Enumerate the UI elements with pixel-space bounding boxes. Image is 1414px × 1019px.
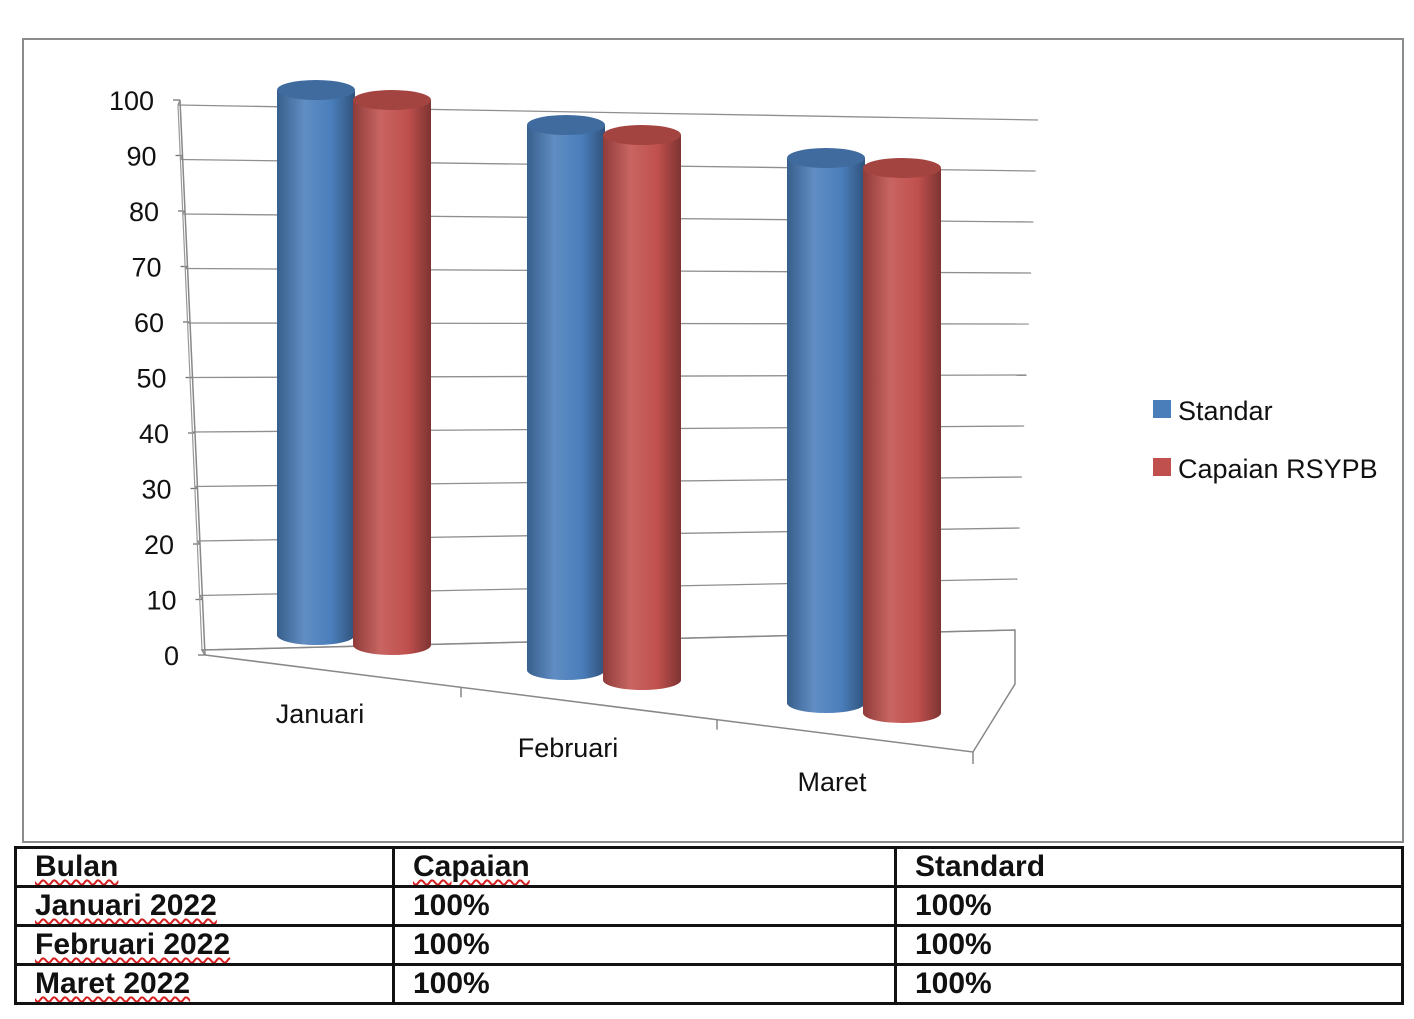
bar-body [353, 100, 431, 655]
y-tick-label: 60 [134, 308, 164, 338]
bar-top [603, 125, 681, 145]
bar-top [527, 115, 605, 135]
y-tick-label: 50 [136, 364, 166, 394]
y-tick-label: 70 [131, 253, 161, 283]
bar-top [353, 90, 431, 110]
bar-body [863, 168, 941, 723]
y-tick-label: 10 [146, 586, 176, 616]
y-tick-label: 30 [141, 475, 171, 505]
table-row: Maret 2022 100% 100% [14, 963, 1404, 1005]
table-cell: 100% [392, 885, 897, 927]
table-cell: Februari 2022 [14, 924, 395, 966]
legend-label: Standar [1178, 396, 1273, 426]
chart-floor [200, 629, 1016, 753]
table-cell: 100% [894, 885, 1404, 927]
y-tick-label: 20 [144, 530, 174, 560]
table-header-bulan: Bulan [14, 846, 395, 888]
bar-top [863, 158, 941, 178]
chart-frame [22, 38, 1404, 843]
y-tick-label: 90 [126, 142, 156, 172]
table-row: Januari 2022 100% 100% [14, 885, 1404, 927]
y-tick-label: 0 [164, 641, 179, 671]
x-axis-labels: Januari Februari Maret [276, 699, 867, 797]
legend-swatch [1153, 400, 1171, 418]
y-tick-label: 40 [139, 419, 169, 449]
table-cell: 100% [392, 963, 897, 1005]
bar-body [277, 90, 355, 645]
bar-standar-maret [787, 148, 865, 713]
bars [277, 80, 941, 723]
bar-standar-februari [527, 115, 605, 680]
y-tick-label: 100 [109, 86, 154, 116]
table-cell: Januari 2022 [14, 885, 395, 927]
y-axis-line [179, 99, 206, 656]
table-header-standard: Standard [894, 846, 1404, 888]
legend: Standar Capaian RSYPB [1153, 396, 1378, 484]
x-tick-label: Januari [276, 699, 365, 729]
x-tick-label: Februari [518, 733, 619, 763]
bar-capaian-rsypb-maret [863, 158, 941, 723]
table-header-row: Bulan Capaian Standard [14, 846, 1404, 888]
table-row: Februari 2022 100% 100% [14, 924, 1404, 966]
legend-label: Capaian RSYPB [1178, 454, 1378, 484]
table-cell: 100% [894, 963, 1404, 1005]
table-cell: 100% [894, 924, 1404, 966]
bar-capaian-rsypb-februari [603, 125, 681, 690]
bar-top [277, 80, 355, 100]
legend-swatch [1153, 458, 1171, 476]
bar-top [787, 148, 865, 168]
x-tick-label: Maret [797, 767, 867, 797]
bar-capaian-rsypb-januari [353, 90, 431, 655]
y-tick-label: 80 [129, 197, 159, 227]
bar-body [603, 135, 681, 690]
data-table: Bulan Capaian Standard Januari 2022 100%… [14, 846, 1404, 1005]
table-cell: 100% [392, 924, 897, 966]
table-header-capaian: Capaian [392, 846, 897, 888]
back-wall-left-edge [177, 104, 203, 651]
bar-standar-januari [277, 80, 355, 645]
bar-body [787, 158, 865, 713]
table-cell: Maret 2022 [14, 963, 395, 1005]
bar-body [527, 125, 605, 680]
